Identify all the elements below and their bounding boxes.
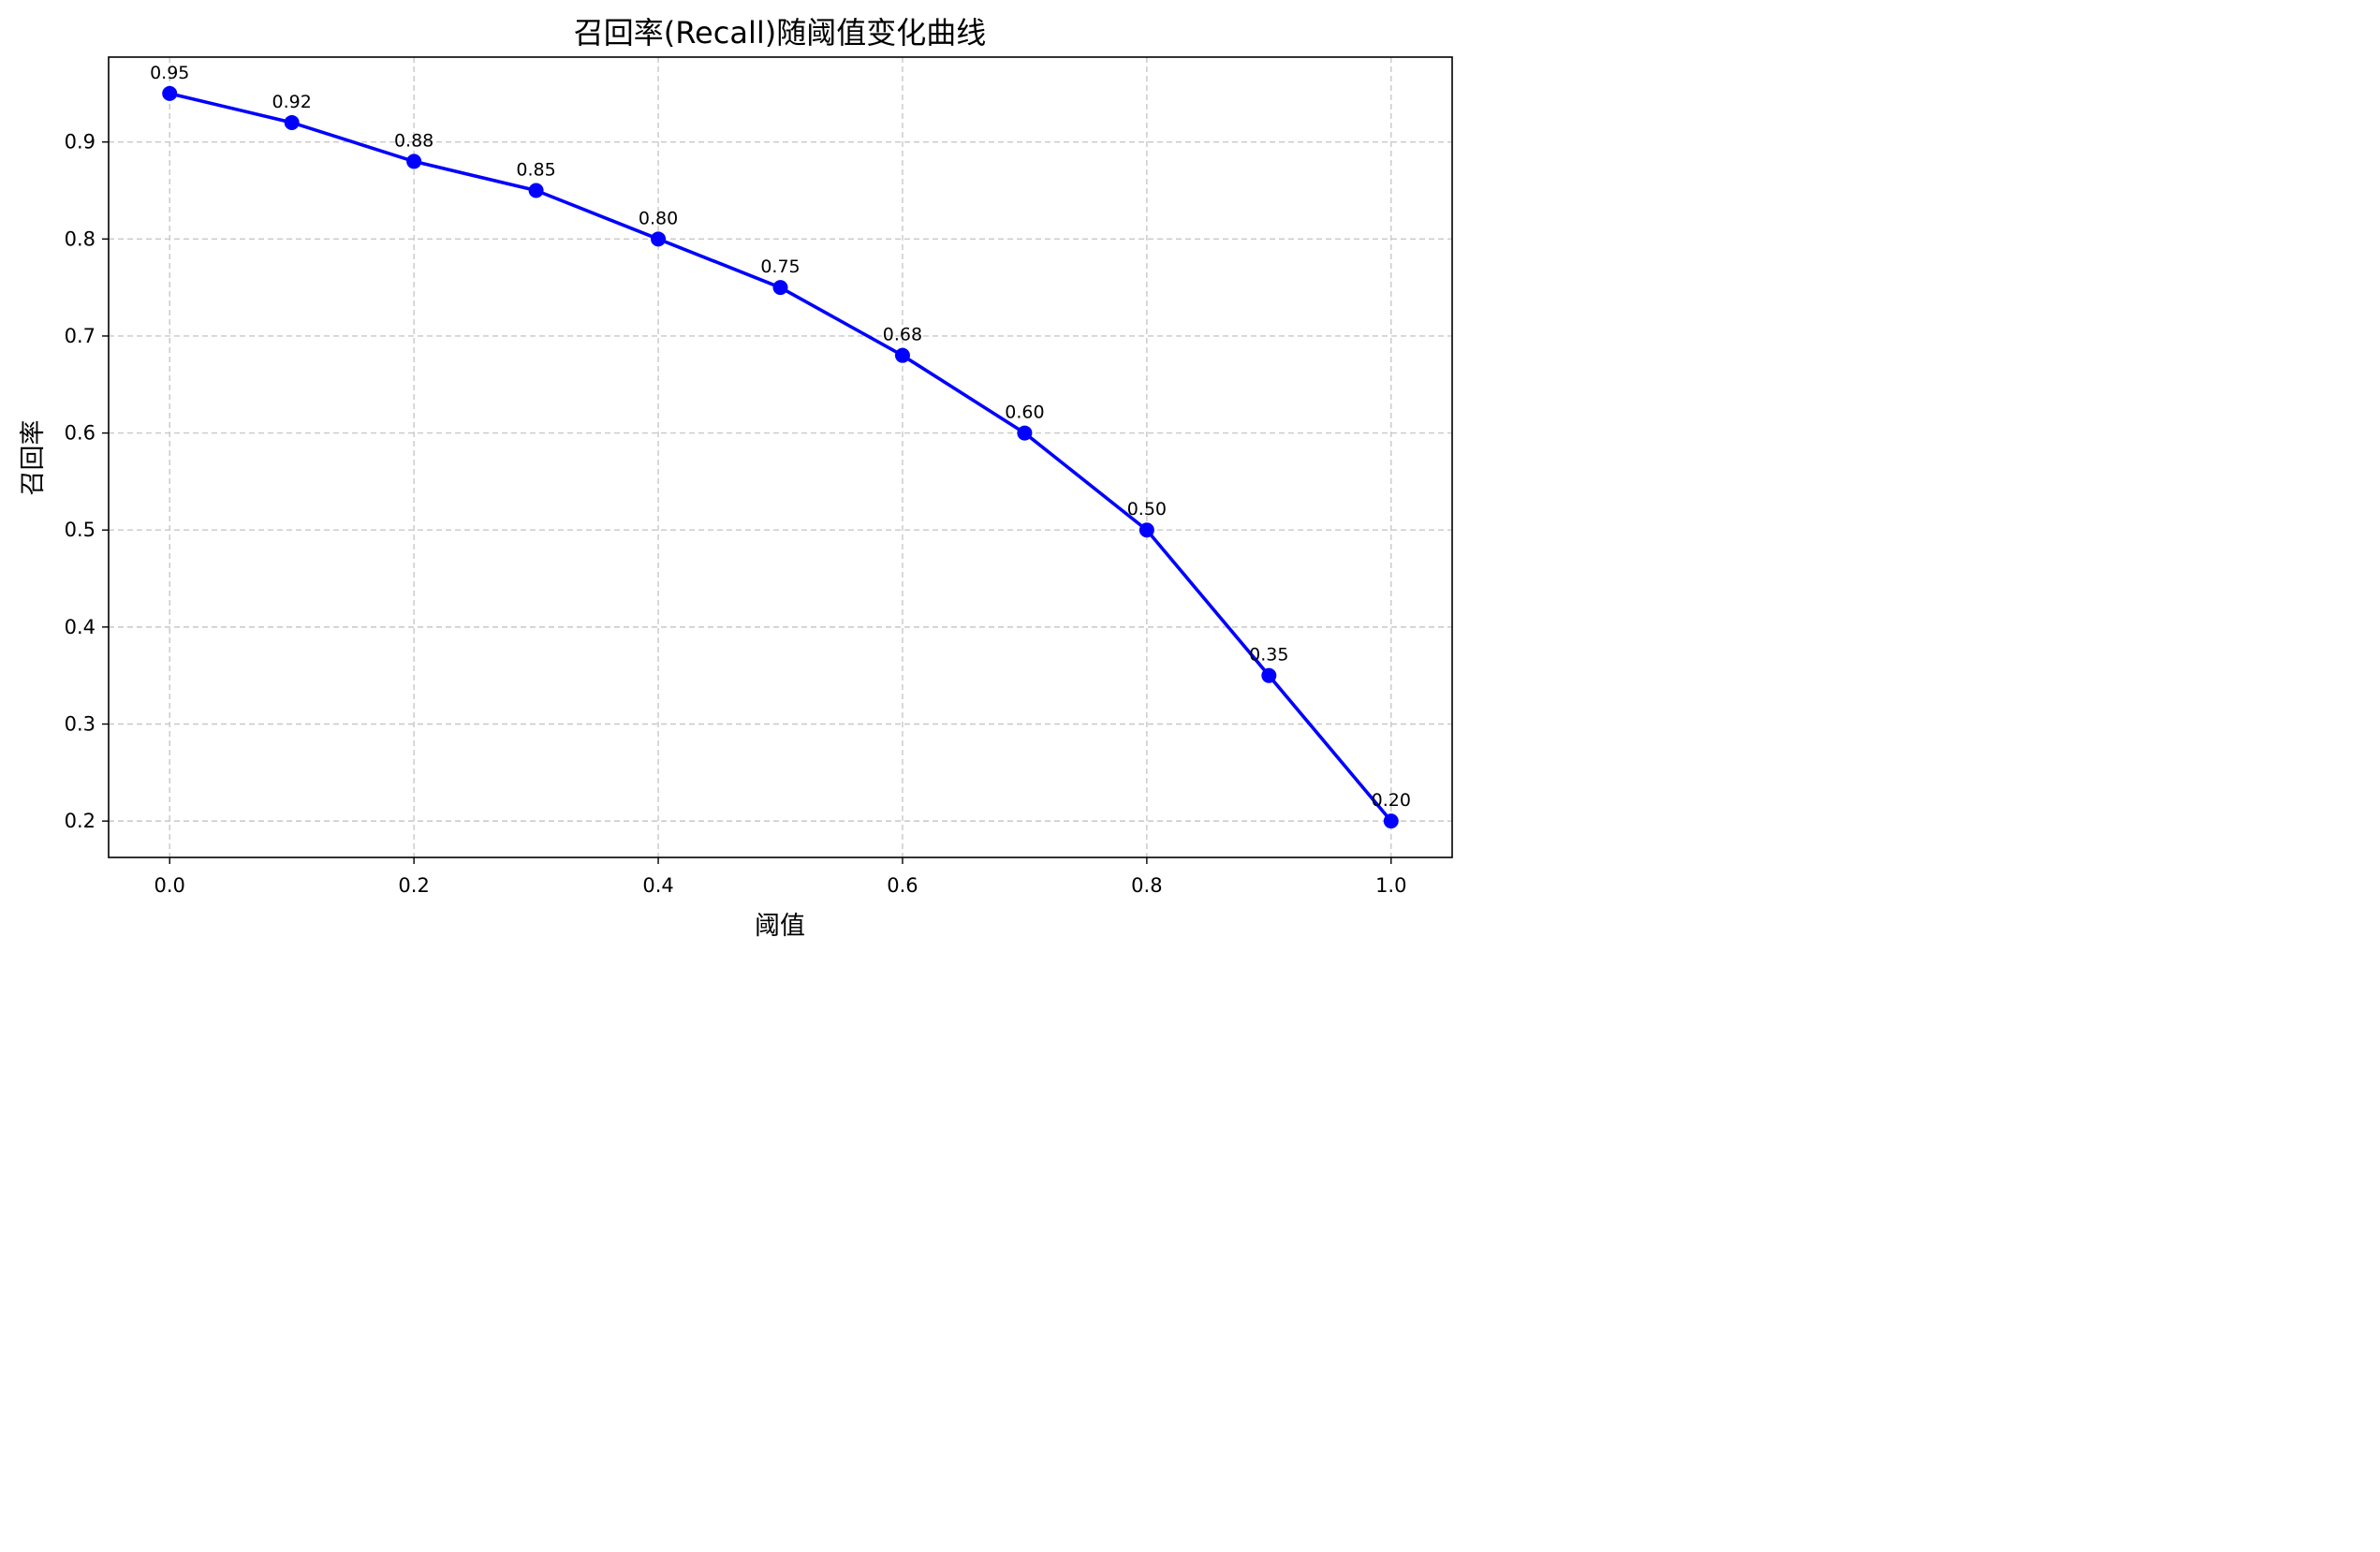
grid	[109, 57, 1452, 857]
y-tick-label: 0.4	[65, 616, 95, 638]
data-label: 0.92	[272, 92, 312, 112]
data-point	[406, 154, 422, 169]
data-point	[1017, 425, 1033, 441]
x-tick-label: 0.0	[154, 874, 185, 897]
data-point	[651, 231, 667, 247]
series-line-layer	[168, 92, 1393, 823]
data-point	[1139, 522, 1154, 538]
data-points	[162, 85, 1399, 829]
y-tick-label: 0.2	[65, 810, 95, 832]
chart-title: 召回率(Recall)随阈值变化曲线	[574, 15, 986, 51]
data-point	[894, 347, 910, 363]
data-label: 0.85	[516, 160, 555, 181]
data-label: 0.20	[1372, 790, 1411, 811]
x-tick-label: 0.8	[1131, 874, 1162, 897]
x-tick-label: 0.4	[642, 874, 673, 897]
data-point	[1383, 813, 1399, 829]
recall-threshold-chart: 召回率(Recall)随阈值变化曲线 0.950.920.880.850.800…	[19, 15, 1453, 941]
x-axis-label: 阈值	[755, 912, 805, 941]
x-tick-label: 0.6	[887, 874, 918, 897]
data-label: 0.80	[639, 208, 678, 228]
y-tick-label: 0.6	[65, 422, 95, 445]
axis-ticks: 0.0 0.2 0.4 0.6 0.8 1.00.20.30.40.50.60.70.80…	[65, 131, 1407, 897]
y-tick-label: 0.9	[65, 131, 95, 154]
data-label: 0.50	[1127, 499, 1167, 520]
y-tick-label: 0.7	[65, 325, 95, 347]
y-axis-label: 召回率	[19, 420, 48, 496]
y-tick-label: 0.8	[65, 227, 95, 250]
data-label: 0.68	[883, 325, 922, 345]
y-tick-label: 0.5	[65, 519, 95, 541]
y-tick-label: 0.3	[65, 713, 95, 736]
data-label: 0.60	[1005, 403, 1044, 423]
data-point	[528, 183, 544, 198]
data-labels: 0.95 0.92 0.88 0.85 0.80 0.75 0.68 0.60 0.50 0.35…	[150, 63, 1411, 811]
series-line	[168, 92, 1393, 823]
data-label: 0.35	[1249, 645, 1288, 666]
data-point	[1261, 667, 1277, 683]
data-label: 0.75	[760, 256, 800, 277]
data-point	[772, 280, 788, 296]
plot-frame	[108, 56, 1453, 858]
data-point	[162, 85, 178, 101]
x-tick-label: 1.0	[1375, 874, 1406, 897]
data-label: 0.95	[150, 63, 189, 83]
x-tick-label: 0.2	[398, 874, 429, 897]
data-label: 0.88	[394, 130, 433, 151]
data-point	[284, 114, 300, 130]
